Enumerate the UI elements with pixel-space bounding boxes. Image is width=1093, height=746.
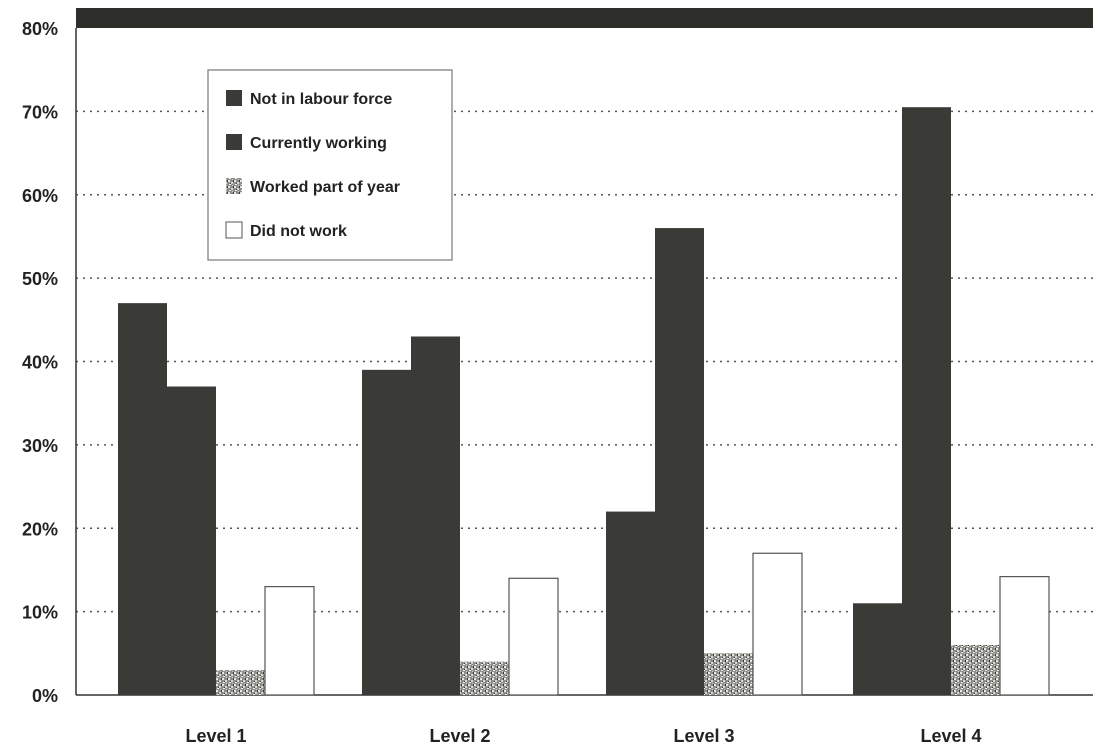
legend-swatch: [225, 221, 243, 239]
bar-currently-working-2: [411, 336, 460, 695]
bar-worked-part-of-year-2: [460, 661, 509, 695]
bar-not-in-labour-force-2: [362, 369, 411, 695]
bar-worked-part-of-year-3: [704, 653, 753, 695]
bar-currently-working-3: [655, 228, 704, 695]
y-tick-label: 40%: [22, 353, 58, 373]
category-label: Level 3: [673, 726, 734, 746]
legend-label: Not in labour force: [250, 91, 392, 108]
y-tick-label: 60%: [22, 186, 58, 206]
legend-swatch: [226, 178, 242, 194]
bar-did-not-work-4: [999, 576, 1050, 696]
legend-label: Currently working: [250, 135, 387, 152]
category-label: Level 1: [185, 726, 246, 746]
legend-swatch: [226, 134, 242, 150]
category-label: Level 2: [429, 726, 490, 746]
y-tick-labels: 0% 10% 20% 30% 40% 50% 60% 70% 80%: [22, 19, 58, 706]
bars: [118, 107, 1050, 696]
bar-currently-working-4: [902, 107, 951, 696]
bar-worked-part-of-year-4: [951, 644, 1000, 695]
y-tick-label: 10%: [22, 603, 58, 623]
y-tick-label: 50%: [22, 269, 58, 289]
bar-not-in-labour-force-4: [853, 603, 902, 695]
category-label: Level 4: [920, 726, 981, 746]
bar-did-not-work-1: [264, 586, 315, 696]
legend-label: Did not work: [250, 223, 347, 240]
bar-currently-working-1: [167, 386, 216, 695]
legend-swatch: [226, 90, 242, 106]
bar-not-in-labour-force-1: [118, 303, 167, 695]
bar-did-not-work-3: [752, 552, 803, 696]
bar-not-in-labour-force-3: [606, 511, 655, 695]
y-tick-label: 70%: [22, 102, 58, 122]
y-tick-label: 0%: [32, 686, 58, 706]
legend: Not in labour force Currently working Work…: [207, 69, 453, 261]
y-tick-label: 30%: [22, 436, 58, 456]
top-border-band: [76, 8, 1093, 28]
legend-box: [207, 69, 453, 261]
bar-worked-part-of-year-1: [216, 669, 265, 695]
y-tick-label: 80%: [22, 19, 58, 39]
category-labels: Level 1 Level 2 Level 3 Level 4: [185, 726, 981, 746]
bar-did-not-work-2: [508, 577, 559, 696]
legend-label: Worked part of year: [250, 179, 400, 196]
y-tick-label: 20%: [22, 519, 58, 539]
